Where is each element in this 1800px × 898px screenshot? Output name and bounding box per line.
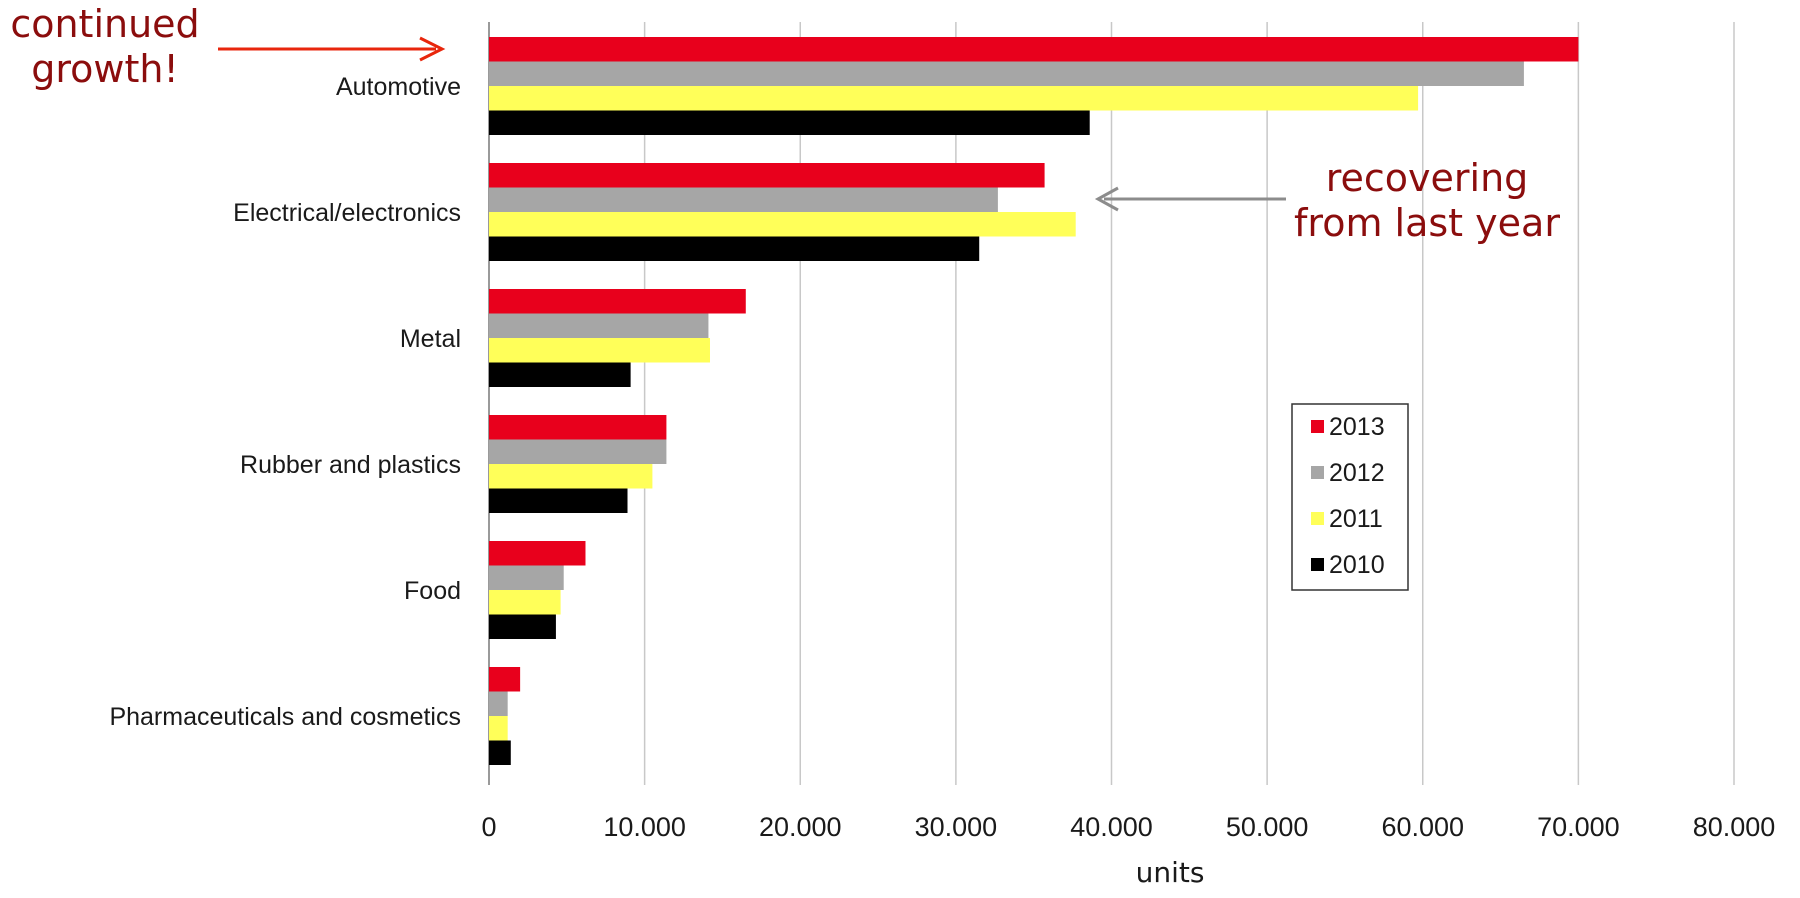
legend-label-2011: 2011 (1329, 505, 1383, 533)
bar-2013 (489, 37, 1579, 62)
legend-swatch-2011 (1311, 512, 1324, 525)
bar-2012 (489, 313, 709, 338)
annotation-continued-growth: continued growth! (10, 2, 446, 91)
legend-swatch-2010 (1311, 558, 1324, 571)
bar-2011 (489, 338, 710, 363)
annotation-recovering-line2: from last year (1294, 201, 1560, 245)
x-tick-label: 70.000 (1537, 812, 1620, 842)
bar-2010 (489, 236, 980, 261)
bar-2010 (489, 614, 556, 639)
bar-2011 (489, 212, 1076, 237)
bars (489, 37, 1579, 765)
bar-2010 (489, 488, 628, 513)
category-label: Food (404, 577, 461, 605)
x-tick-label: 0 (481, 812, 496, 842)
annotation-recovering-arrowhead (1094, 186, 1119, 212)
bar-2010 (489, 362, 631, 387)
legend-label-2012: 2012 (1329, 459, 1385, 487)
legend-label-2010: 2010 (1329, 551, 1385, 579)
bar-2010 (489, 110, 1090, 135)
annotation-recovering-line1: recovering (1326, 156, 1529, 200)
annotation-growth-arrowhead (419, 36, 446, 62)
category-labels: Automotive Electrical/electronics Metal Rub… (109, 73, 461, 731)
gridlines (488, 22, 1735, 785)
category-label: Rubber and plastics (240, 451, 461, 479)
legend-swatch-2013 (1311, 420, 1324, 433)
annotation-recovering: recovering from last year (1094, 156, 1560, 245)
bar-2013 (489, 289, 746, 314)
category-label: Automotive (336, 73, 461, 101)
bar-2013 (489, 667, 521, 692)
bar-2012 (489, 691, 508, 716)
x-tick-labels: 0 10.000 20.000 30.000 40.000 50.000 60.000 70.… (481, 812, 1775, 842)
legend-swatch-2012 (1311, 466, 1324, 479)
x-tick-label: 20.000 (759, 812, 842, 842)
bar-2010 (489, 740, 511, 765)
x-tick-label: 80.000 (1693, 812, 1776, 842)
bar-2012 (489, 439, 667, 464)
bar-2013 (489, 415, 667, 440)
bar-2011 (489, 590, 561, 615)
annotation-growth-line1: continued (10, 2, 199, 46)
x-tick-label: 10.000 (603, 812, 686, 842)
bar-2013 (489, 541, 586, 566)
x-tick-label: 30.000 (915, 812, 998, 842)
legend-label-2013: 2013 (1329, 413, 1385, 441)
bar-2012 (489, 187, 998, 212)
bar-2012 (489, 565, 564, 590)
bar-2013 (489, 163, 1045, 188)
x-tick-label: 50.000 (1226, 812, 1309, 842)
bar-2011 (489, 86, 1419, 111)
bar-2011 (489, 464, 653, 489)
category-label: Electrical/electronics (233, 199, 461, 227)
legend: 2013 2012 2011 2010 (1291, 403, 1409, 591)
x-axis-title: units (1136, 856, 1205, 889)
x-tick-label: 40.000 (1070, 812, 1153, 842)
x-tick-label: 60.000 (1381, 812, 1464, 842)
annotation-growth-line2: growth! (31, 47, 178, 91)
bar-2011 (489, 716, 508, 741)
category-label: Pharmaceuticals and cosmetics (109, 703, 461, 731)
bar-2012 (489, 61, 1524, 86)
category-label: Metal (400, 325, 461, 353)
